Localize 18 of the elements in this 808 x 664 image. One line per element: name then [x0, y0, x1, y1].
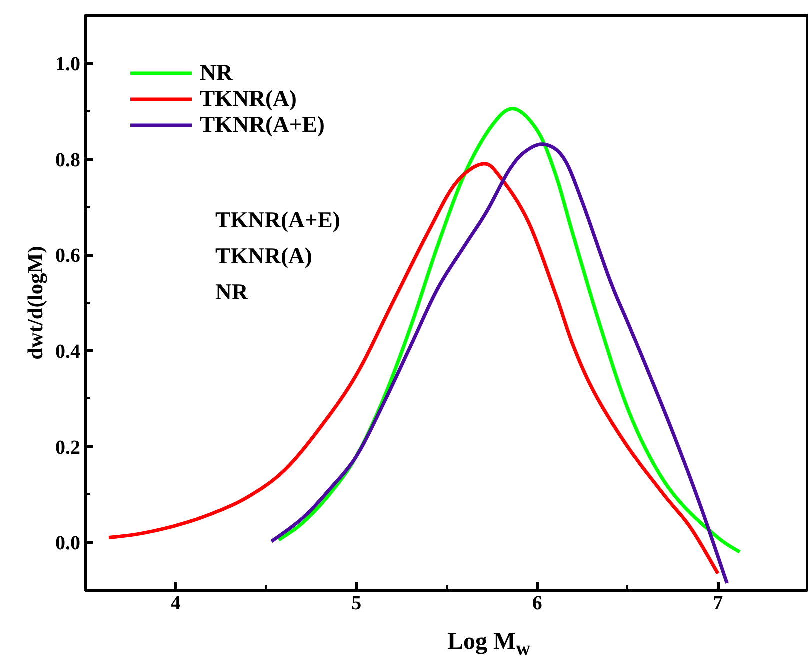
- y-tick-label: 0.8: [56, 149, 80, 172]
- annotation: NR: [216, 280, 249, 304]
- legend-label: TKNR(A): [200, 86, 297, 112]
- y-tick-label: 0.0: [56, 532, 80, 555]
- annotation: TKNR(A): [216, 244, 312, 268]
- x-tick-label: 5: [352, 592, 362, 614]
- x-tick-label: 4: [170, 592, 181, 614]
- x-tick-label: 6: [532, 592, 542, 614]
- y-tick-label: 0.6: [56, 245, 80, 268]
- y-axis-title: dwt/d(logM): [24, 246, 48, 360]
- legend-label: NR: [200, 60, 233, 86]
- y-tick-label: 0.2: [56, 436, 80, 459]
- annotation: TKNR(A+E): [216, 208, 340, 232]
- y-tick-label: 1.0: [56, 53, 80, 76]
- legend-label: TKNR(A+E): [200, 112, 325, 138]
- x-tick-label: 7: [713, 592, 724, 614]
- y-tick-label: 0.4: [56, 340, 80, 363]
- x-axis-title: Log M$_{w}$: [447, 628, 531, 662]
